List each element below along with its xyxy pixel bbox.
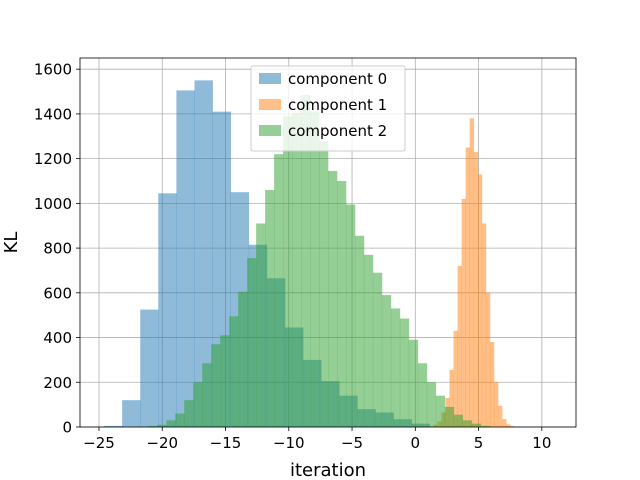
histogram-bar <box>417 363 428 427</box>
histogram-bar <box>408 339 419 427</box>
y-axis-label: KL <box>1 232 22 254</box>
histogram-bar <box>449 369 454 427</box>
histogram-bar <box>202 363 212 427</box>
plot-frame <box>79 57 577 428</box>
histogram-bar <box>301 94 311 428</box>
histogram-bar <box>435 395 446 427</box>
y-tick-label: 1200 <box>34 150 72 168</box>
histogram-bar <box>372 272 383 427</box>
legend: component 0 component 1 component 2 <box>250 65 406 152</box>
x-tick-label: 0 <box>411 434 421 452</box>
x-tick-label: −25 <box>83 434 115 452</box>
histogram-bar <box>502 419 507 427</box>
histogram-bar <box>363 254 374 427</box>
legend-label: component 0 <box>288 70 387 88</box>
histogram-bar <box>462 420 473 427</box>
histogram-bar <box>477 174 483 427</box>
histogram-bar <box>292 112 302 428</box>
x-tick-label: 5 <box>474 434 484 452</box>
histogram-bar <box>471 423 482 427</box>
histogram-bar <box>345 204 356 427</box>
histogram-bar <box>256 223 266 427</box>
histogram-bar <box>229 316 239 427</box>
histogram-bar <box>399 318 410 427</box>
y-tick-label: 200 <box>43 374 72 392</box>
series-2-bars <box>148 94 491 428</box>
histogram-bar <box>140 309 159 427</box>
histogram-bar <box>498 405 503 427</box>
histogram-bar <box>148 425 158 427</box>
histogram-bar <box>220 335 230 427</box>
histogram-bar <box>469 118 475 427</box>
histogram-bar <box>122 400 141 427</box>
y-axis-ticks: 0 200 400 600 800 1000 1200 1400 1600 <box>34 61 80 437</box>
histogram-bar <box>166 420 176 427</box>
legend-box <box>250 65 406 152</box>
histogram-bar <box>473 151 479 427</box>
histogram-bar <box>336 181 347 427</box>
histogram-bar <box>175 413 185 427</box>
histogram-bar <box>194 80 213 427</box>
histogram-bar <box>354 235 365 427</box>
legend-label: component 1 <box>288 96 387 114</box>
histogram-bar <box>319 140 329 427</box>
y-tick-label: 1400 <box>34 105 72 123</box>
x-tick-label: −15 <box>210 434 242 452</box>
y-tick-label: 800 <box>43 240 72 258</box>
legend-swatch <box>259 73 281 84</box>
legend-swatch <box>259 99 281 110</box>
histogram-bar <box>238 291 248 427</box>
histogram-bar <box>274 154 284 427</box>
x-tick-label: −5 <box>341 434 363 452</box>
histogram-bar <box>489 342 495 427</box>
histogram-bar <box>485 292 491 427</box>
histogram-bar <box>176 90 195 427</box>
histogram-bar <box>457 265 462 427</box>
y-tick-label: 400 <box>43 329 72 347</box>
x-tick-label: −20 <box>146 434 178 452</box>
histogram-bar <box>453 330 458 427</box>
histogram-bar <box>494 382 499 427</box>
histogram-bar <box>465 147 471 428</box>
x-tick-label: 10 <box>532 434 551 452</box>
x-axis-ticks: −25 −20 −15 −10 −5 0 5 10 <box>83 427 551 452</box>
histogram-bar <box>193 382 203 427</box>
histogram-bar <box>211 344 221 427</box>
histogram-bar <box>506 424 511 427</box>
histogram-bar <box>453 414 464 427</box>
x-axis-label: iteration <box>290 460 366 480</box>
histogram-bar <box>104 425 123 427</box>
histogram-bar <box>265 189 275 427</box>
series-1-bars <box>429 118 515 428</box>
y-tick-label: 1000 <box>34 195 72 213</box>
histogram-bar <box>444 406 455 427</box>
histogram-bar <box>283 116 293 428</box>
y-tick-label: 600 <box>43 284 72 302</box>
histogram-bar <box>480 425 491 427</box>
x-tick-label: −10 <box>273 434 305 452</box>
histogram-bar <box>310 111 320 427</box>
histogram-bar <box>481 223 487 427</box>
histogram-bar <box>510 426 515 427</box>
histogram-bar <box>328 170 338 427</box>
histogram-bar <box>381 295 392 427</box>
legend-label: component 2 <box>288 122 387 140</box>
histogram-bar <box>426 382 437 427</box>
histogram-bar <box>184 400 194 427</box>
histogram-bars <box>104 80 515 428</box>
histogram-bar <box>390 308 401 427</box>
y-tick-label: 0 <box>62 419 72 437</box>
histogram-bar <box>247 258 257 427</box>
y-tick-label: 1600 <box>34 61 72 79</box>
legend-swatch <box>259 125 281 136</box>
histogram-bar <box>461 198 466 427</box>
histogram-bar <box>157 424 167 427</box>
histogram-bar <box>158 193 177 427</box>
